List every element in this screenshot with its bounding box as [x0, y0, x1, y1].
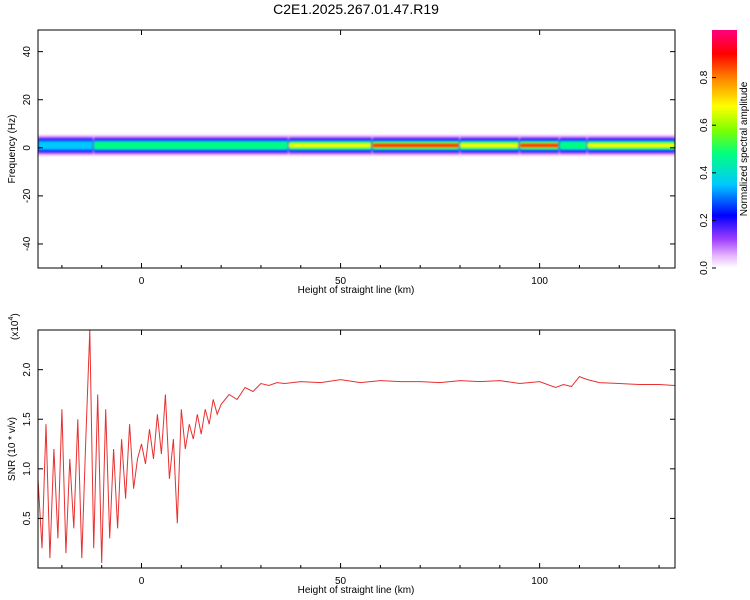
- snr-y-tick-label: 1.0: [22, 461, 33, 475]
- colorbar: 0.0 0.2 0.4 0.6 0.8 Normalized spectral ampl…: [699, 30, 750, 275]
- snr-y-tick-label: 0.5: [22, 511, 33, 525]
- heatmap-y-tick-label: -40: [22, 236, 33, 251]
- heatmap-y-tick-label: 20: [22, 94, 33, 106]
- heatmap-band: [288, 142, 373, 148]
- heatmap-y-tick-label: 40: [22, 46, 33, 58]
- colorbar-tick-label: 0.2: [699, 213, 710, 227]
- colorbar-tick-label: 0.6: [699, 118, 710, 132]
- heatmap-y-tick-label: 0: [22, 145, 33, 151]
- chart-title: C2E1.2025.267.01.47.R19: [273, 1, 439, 17]
- heatmap-band: [93, 141, 289, 149]
- snr-x-tick-label: 0: [139, 576, 145, 587]
- heatmap-x-axis-label: Height of straight line (km): [298, 285, 415, 296]
- heatmap-frame: [37, 29, 676, 269]
- snr-x-tick-label: 50: [335, 576, 347, 587]
- snr-series-line: [38, 330, 675, 564]
- heatmap-band: [38, 140, 94, 151]
- heatmap-x-tick-label: 0: [139, 276, 145, 287]
- snr-y-tick-label: 1.5: [22, 412, 33, 426]
- snr-x-axis-label: Height of straight line (km): [298, 585, 415, 596]
- snr-multiplier: (x104): [8, 313, 21, 340]
- heatmap-y-tick-label: -20: [22, 188, 33, 203]
- colorbar-tick-label: 0.4: [699, 165, 710, 179]
- heatmap-band: [372, 143, 461, 147]
- snr-x-tick-label: 100: [531, 576, 548, 587]
- heatmap-y-axis-label: Frequency (Hz): [7, 115, 18, 184]
- heatmap-band: [519, 143, 560, 147]
- snr-y-tick-label: 2.0: [22, 362, 33, 376]
- colorbar-label: Normalized spectral amplitude: [739, 81, 750, 216]
- heatmap-band: [559, 141, 588, 149]
- heatmap-ridge: [38, 135, 675, 156]
- snr-y-axis-label: SNR (10 * v/v): [7, 417, 18, 481]
- heatmap-x-tick-label: 100: [531, 276, 548, 287]
- colorbar-gradient: [712, 30, 737, 268]
- colorbar-tick-label: 0.0: [699, 261, 710, 275]
- heatmap-x-tick-label: 50: [335, 276, 347, 287]
- heatmap-band: [587, 142, 675, 148]
- colorbar-tick-label: 0.8: [699, 70, 710, 84]
- heatmap-band: [460, 142, 520, 148]
- snr-panel: 0 50 100 0.5 1.0 1.5 2.0 Height of straight li…: [7, 313, 676, 596]
- snr-frame: [37, 329, 676, 569]
- heatmap-panel: 0 50 100 -40 -20 0 20 40 Height of straight lin…: [7, 29, 676, 296]
